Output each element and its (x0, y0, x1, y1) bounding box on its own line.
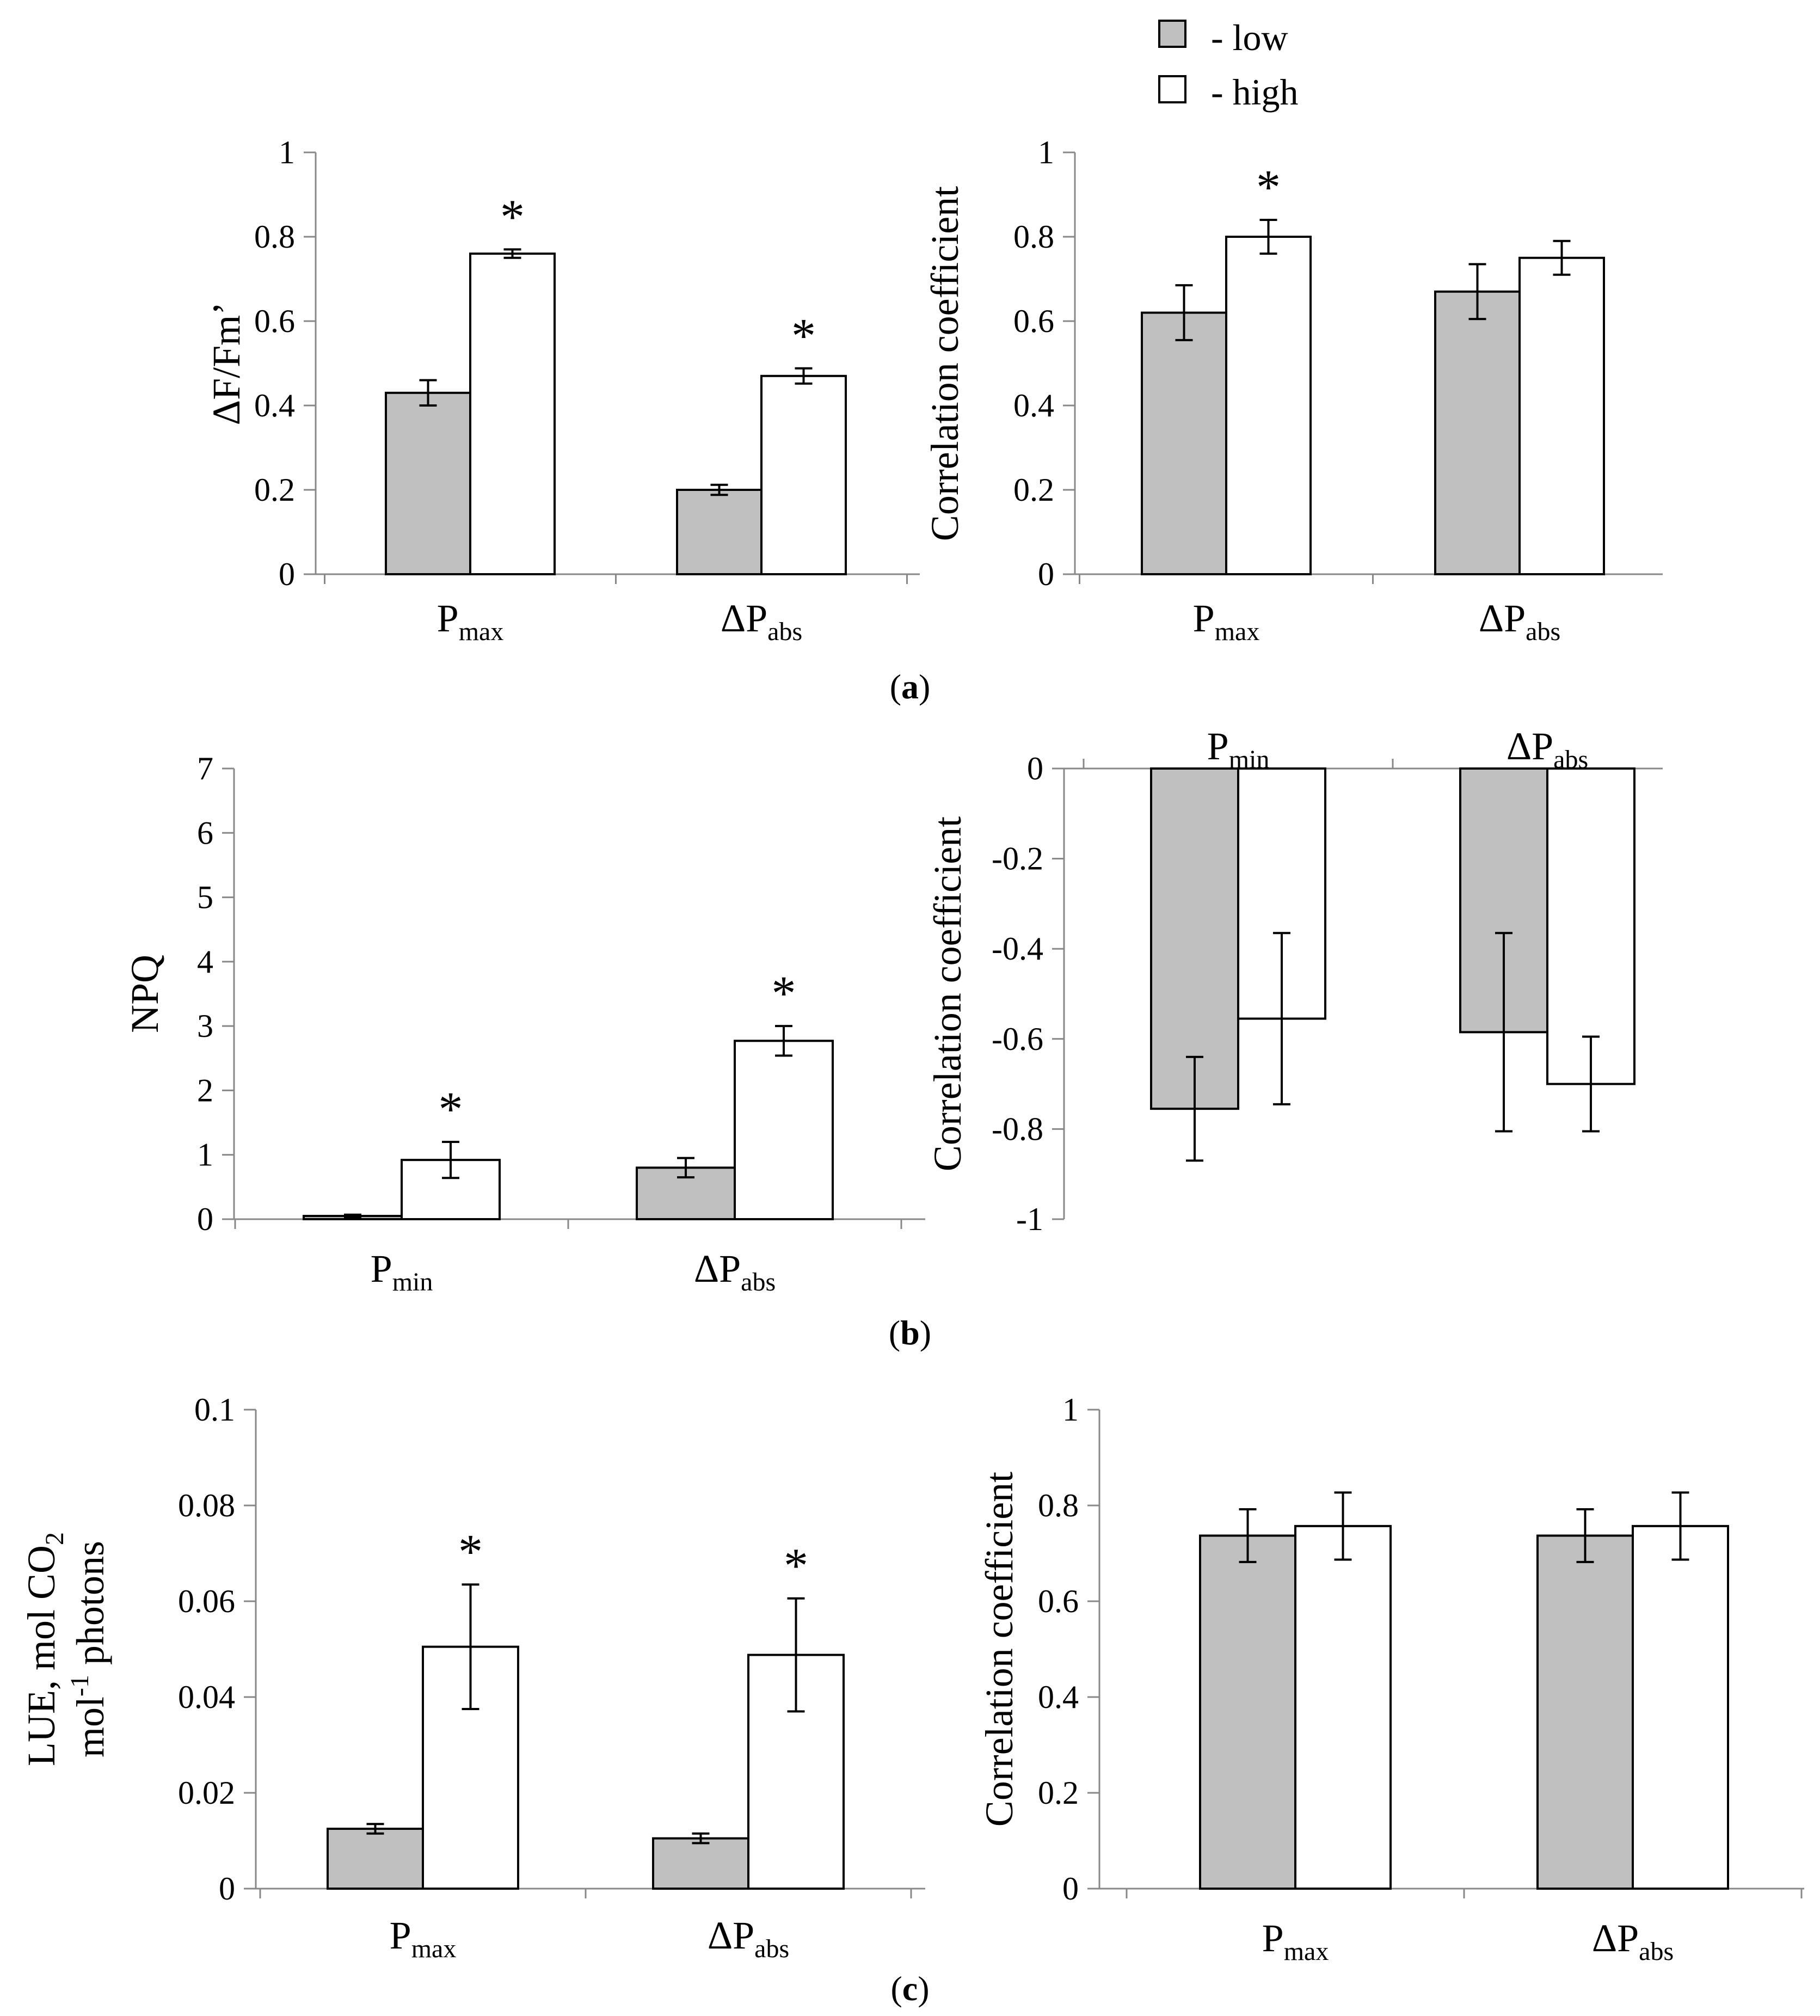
y-tick-label: -0.4 (992, 931, 1043, 967)
y-axis-label: Correlation coefficient (926, 816, 969, 1171)
y-tick-label: 1 (279, 134, 295, 170)
legend-label-low: - low (1211, 17, 1288, 58)
y-axis-label: mol-1 photons (65, 1541, 112, 1757)
bar-low (327, 1828, 424, 1890)
panel-label-c: (c) (890, 1969, 929, 2008)
category-label: Pmin (371, 1247, 433, 1296)
y-axis-label: ΔF/Fm’ (205, 302, 248, 425)
chart-c-right: 0 0.2 0.4 0.6 0.8 1 Pmax ΔPabs Correlation coeff… (977, 1392, 1804, 1966)
bar-low (1434, 290, 1521, 575)
y-tick-label: 0 (279, 556, 295, 592)
significance-star: * (458, 1525, 483, 1579)
y-axis-label: NPQ (123, 955, 167, 1033)
y-axis-label: LUE, mol CO2 (20, 1532, 69, 1766)
bar-high (1225, 236, 1312, 575)
y-tick-label: 0.08 (178, 1488, 235, 1523)
bar-high (1546, 767, 1635, 1085)
bar-high (734, 1040, 834, 1220)
y-tick-label: 0.8 (254, 219, 295, 255)
y-tick-label: 0.02 (178, 1775, 235, 1811)
panel-label-a: (a) (890, 667, 931, 706)
category-label: Pmax (390, 1914, 457, 1963)
legend-swatch-low (1158, 20, 1186, 48)
y-tick-label: 0.1 (194, 1392, 235, 1428)
bar-low (1536, 1534, 1634, 1890)
legend-label-high: - high (1211, 71, 1299, 113)
y-tick-label: 0 (1062, 1871, 1079, 1907)
bar-high (1294, 1525, 1392, 1890)
chart-b-right: -1 -0.8 -0.6 -0.4 -0.2 0 Pmin ΔPabs Correlation … (926, 724, 1663, 1237)
significance-star: * (772, 967, 796, 1021)
legend: - low - high (1158, 17, 1299, 113)
y-tick-label: 0.8 (1013, 219, 1054, 255)
y-tick-label: 0.4 (1013, 388, 1054, 423)
y-tick-label: -1 (1016, 1201, 1043, 1237)
bar-low (1199, 1534, 1296, 1890)
y-tick-label: 2 (197, 1072, 213, 1108)
bar-high (760, 374, 847, 575)
category-label: ΔPabs (721, 597, 802, 646)
y-tick-label: 3 (197, 1008, 213, 1044)
y-tick-label: 0.2 (1038, 1775, 1079, 1811)
significance-star: * (784, 1539, 808, 1593)
y-tick-label: 6 (197, 815, 213, 851)
category-label: Pmax (1193, 597, 1260, 646)
y-tick-label: -0.2 (992, 841, 1043, 877)
y-axis-label: Correlation coefficient (977, 1472, 1021, 1827)
y-tick-label: 0.6 (254, 303, 295, 339)
bar-high (1518, 256, 1605, 575)
y-tick-label: 0.06 (178, 1583, 235, 1619)
y-tick-label: -0.6 (992, 1021, 1043, 1057)
y-axis-label: Correlation coefficient (923, 186, 967, 541)
significance-star: * (500, 190, 525, 244)
y-tick-label: 0 (1027, 751, 1043, 786)
y-tick-label: 7 (197, 751, 213, 786)
y-tick-label: 0.6 (1013, 303, 1054, 339)
category-label: Pmin (1207, 724, 1270, 774)
category-label: ΔPabs (708, 1914, 789, 1963)
bar-high (1632, 1525, 1729, 1890)
significance-star: * (791, 309, 816, 363)
y-tick-label: 1 (1038, 134, 1054, 170)
chart-a-right: 0 0.2 0.4 0.6 0.8 1 * Pmax ΔPabs Correlation coef… (923, 134, 1663, 646)
y-tick-label: 1 (197, 1137, 213, 1173)
bar-low (385, 391, 471, 575)
y-tick-label: 5 (197, 880, 213, 915)
y-tick-label: 0.6 (1038, 1583, 1079, 1619)
chart-b-left: 0 1 2 3 4 5 6 7 * Pmin * ΔPabs NPQ (123, 751, 925, 1296)
chart-c-left: 0 0.02 0.04 0.06 0.08 0.1 * Pmax * ΔPabs LUE, mol … (20, 1392, 925, 1963)
y-tick-label: 0 (219, 1871, 235, 1907)
bar-low (1141, 311, 1227, 575)
category-label: ΔPabs (1507, 724, 1588, 774)
significance-star: * (1256, 161, 1281, 214)
bar-low (676, 489, 763, 575)
y-tick-label: 0.2 (254, 472, 295, 508)
y-tick-label: 0 (1038, 556, 1054, 592)
bar-low (652, 1837, 749, 1890)
y-tick-label: 0 (197, 1201, 213, 1237)
bar-high (469, 253, 556, 575)
y-tick-label: -0.8 (992, 1111, 1043, 1147)
category-label: ΔPabs (694, 1247, 776, 1296)
legend-swatch-high (1158, 75, 1186, 103)
significance-star: * (439, 1083, 463, 1136)
y-tick-label: 0.8 (1038, 1488, 1079, 1523)
y-tick-label: 0.2 (1013, 472, 1054, 508)
y-tick-label: 0.4 (1038, 1679, 1079, 1715)
y-tick-label: 1 (1062, 1392, 1079, 1428)
category-label: Pmax (1262, 1916, 1329, 1966)
category-label: ΔPabs (1479, 597, 1560, 646)
y-tick-label: 0.4 (254, 388, 295, 423)
y-tick-label: 0.04 (178, 1679, 235, 1715)
category-label: ΔPabs (1592, 1916, 1674, 1966)
chart-a-left: 0 0.2 0.4 0.6 0.8 1 * Pmax * ΔPabs ΔF/Fm’ (205, 134, 920, 646)
panel-label-b: (b) (889, 1313, 931, 1352)
category-label: Pmax (437, 597, 504, 646)
y-tick-label: 4 (197, 944, 213, 980)
bar-low (1150, 767, 1239, 1110)
